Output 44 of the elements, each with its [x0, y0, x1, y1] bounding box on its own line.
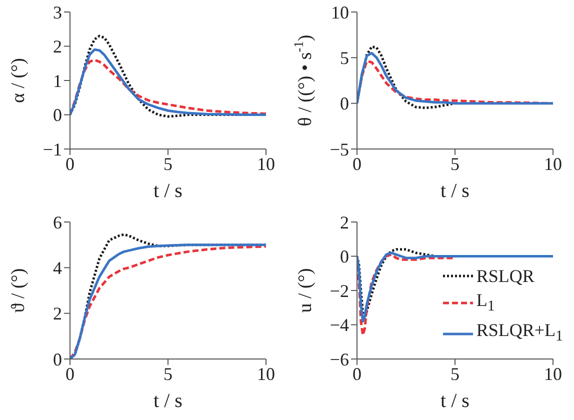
y-tick-label: 0: [340, 94, 349, 114]
y-tick-label: 0: [53, 105, 62, 126]
line-series: [357, 252, 553, 323]
y-tick-label: −5: [330, 139, 349, 160]
x-axis-title: t / s: [440, 180, 470, 202]
y-axis-title: α / (°): [8, 58, 30, 103]
y-tick-label: −2: [330, 280, 349, 301]
y-axis-title: ϑ / (°): [8, 268, 30, 313]
legend-label: RSLQR: [476, 264, 534, 288]
y-tick-label: −1: [42, 139, 62, 160]
y-tick-label: 3: [53, 2, 62, 22]
x-tick-label: 0: [66, 364, 74, 384]
x-tick-label: 5: [164, 154, 172, 174]
y-tick-label: 6: [53, 212, 62, 232]
y-tick-label: 0: [53, 349, 62, 370]
x-axis-title: t / s: [154, 180, 183, 202]
line-series: [357, 52, 553, 105]
line-series: [70, 58, 266, 116]
y-tick-label: 10: [331, 2, 349, 22]
x-axis-title: t / s: [440, 390, 470, 412]
x-tick-label: 10: [544, 364, 562, 384]
y-tick-label: 0: [340, 246, 349, 267]
x-tick-label: 0: [352, 154, 362, 174]
x-tick-label: 0: [352, 364, 362, 384]
y-tick-label: 1: [53, 70, 62, 91]
y-tick-label: 4: [53, 258, 62, 278]
x-tick-label: 5: [450, 154, 460, 174]
x-axis-title: t / s: [154, 390, 183, 412]
x-tick-label: 10: [257, 154, 275, 174]
x-tick-label: 10: [257, 364, 275, 384]
y-tick-label: 2: [53, 36, 62, 57]
x-tick-label: 0: [66, 154, 74, 174]
y-tick-label: 2: [340, 212, 349, 232]
x-tick-label: 5: [164, 364, 172, 384]
legend-label: RSLQR+L$_{1}$: [476, 319, 563, 347]
y-tick-label: 5: [340, 48, 349, 68]
x-tick-label: 10: [544, 154, 562, 174]
y-tick-label: −4: [330, 315, 349, 336]
legend-label: L$_{1}$: [476, 288, 495, 316]
y-tick-label: −6: [330, 349, 349, 370]
x-tick-label: 5: [450, 364, 460, 384]
y-axis-title: u / (°): [295, 268, 316, 313]
y-tick-label: 2: [53, 304, 62, 324]
line-series: [70, 48, 266, 116]
